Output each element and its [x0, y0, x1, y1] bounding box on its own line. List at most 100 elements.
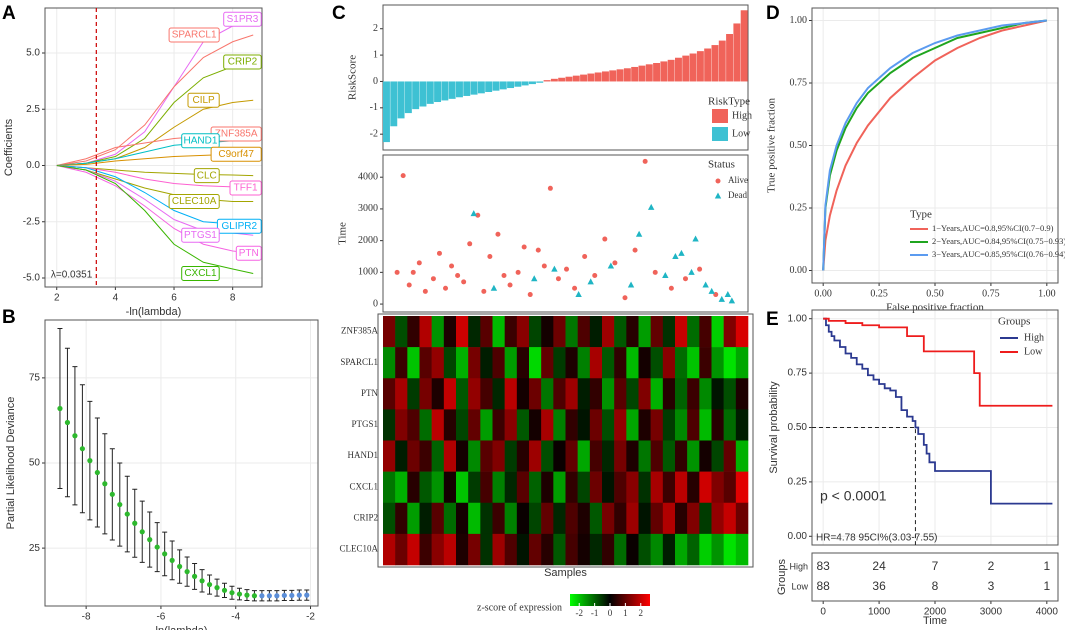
heat-cell [602, 471, 615, 504]
heat-cell [407, 347, 420, 379]
panel-border [44, 7, 263, 288]
point [199, 578, 205, 584]
x-axis-label: Time [923, 615, 947, 627]
heat-cell [553, 409, 566, 441]
heat-cell [735, 471, 749, 504]
panel-label: B [2, 307, 16, 328]
heat-cell [735, 440, 749, 472]
heat-cell [541, 533, 554, 566]
y-tick-label: 5.0 [26, 48, 40, 59]
heat-cell [735, 347, 749, 379]
point [154, 544, 160, 550]
point [191, 573, 198, 579]
bar [609, 70, 617, 82]
heat-cell [589, 347, 603, 379]
heat-cell [699, 440, 712, 472]
point [692, 235, 699, 242]
series-line [56, 165, 254, 202]
bar [565, 76, 573, 82]
panel-border [382, 154, 749, 313]
point [607, 262, 615, 269]
point [461, 279, 467, 285]
heat-cell [516, 409, 530, 441]
y-axis-label: Partial Likelihood Deviance [5, 397, 17, 530]
colorbar-tick-label: 1 [623, 608, 628, 618]
heat-cell [687, 409, 700, 441]
heat-cell [492, 471, 505, 504]
heat-cell [395, 502, 408, 535]
bar [616, 69, 624, 82]
y-tick-label: 0 [373, 298, 378, 309]
bar [477, 81, 485, 94]
bar [587, 73, 595, 82]
risk-count: 88 [817, 579, 831, 593]
gene-label: PTN [239, 248, 259, 259]
heat-cell [650, 471, 664, 504]
heat-cell [383, 471, 396, 504]
x-tick-label: 0.50 [926, 288, 944, 299]
point [521, 244, 527, 250]
heat-cell [504, 502, 518, 535]
heat-cell [735, 533, 749, 566]
panel-label: A [2, 3, 16, 24]
point [551, 265, 558, 272]
heat-cell [553, 502, 566, 535]
heat-cell [711, 409, 724, 441]
heat-cell [602, 347, 615, 379]
row-label: PTGS1 [351, 419, 378, 429]
heat-cell [638, 316, 651, 348]
survival-curve [823, 317, 1053, 407]
point [708, 287, 715, 294]
heat-cell [541, 440, 554, 472]
bar [645, 64, 653, 82]
row-label: ZNF385A [341, 326, 379, 336]
heat-cell [565, 347, 578, 379]
heat-cell [723, 533, 737, 566]
y-tick-label: 2000 [358, 235, 378, 246]
heat-cell [662, 347, 676, 379]
x-tick-label: 0 [820, 607, 826, 618]
heat-cell [529, 440, 542, 472]
y-tick-label: 1 [373, 49, 378, 60]
bar [507, 81, 515, 89]
bar [550, 78, 558, 82]
heat-cell [687, 471, 700, 504]
heat-cell [504, 440, 518, 472]
heat-cell [492, 378, 505, 410]
heat-cell [480, 316, 493, 348]
heat-cell [504, 409, 518, 441]
heat-cell [711, 440, 724, 472]
p-value: p < 0.0001 [820, 488, 887, 504]
bar [623, 68, 631, 82]
heat-cell [662, 409, 676, 441]
heat-cell [614, 409, 627, 441]
heat-cell [614, 347, 627, 379]
point [541, 263, 547, 269]
point [64, 419, 71, 426]
point [430, 276, 436, 282]
colorbar-tick-label: 2 [639, 608, 644, 618]
bar [689, 53, 697, 82]
heat-cell [577, 533, 591, 566]
x-tick-label: 2 [54, 293, 60, 304]
heat-cell [492, 347, 505, 379]
heat-cell [443, 316, 457, 348]
gene-label-box [168, 194, 220, 209]
heat-cell [383, 378, 396, 410]
risk-row-label: High [789, 561, 808, 571]
x-tick-label: -4 [231, 612, 240, 623]
heat-cell [723, 471, 737, 504]
point [515, 269, 521, 275]
point [274, 593, 280, 599]
bar [470, 81, 478, 95]
heat-cell [395, 471, 408, 504]
y-tick-label: 0.00 [788, 531, 808, 542]
heat-cell [699, 347, 712, 379]
point [251, 593, 258, 599]
point [87, 458, 93, 464]
gene-label: SPARCL1 [172, 30, 217, 41]
heat-cell [723, 409, 737, 441]
bar [441, 81, 449, 101]
heat-cell [626, 440, 639, 472]
